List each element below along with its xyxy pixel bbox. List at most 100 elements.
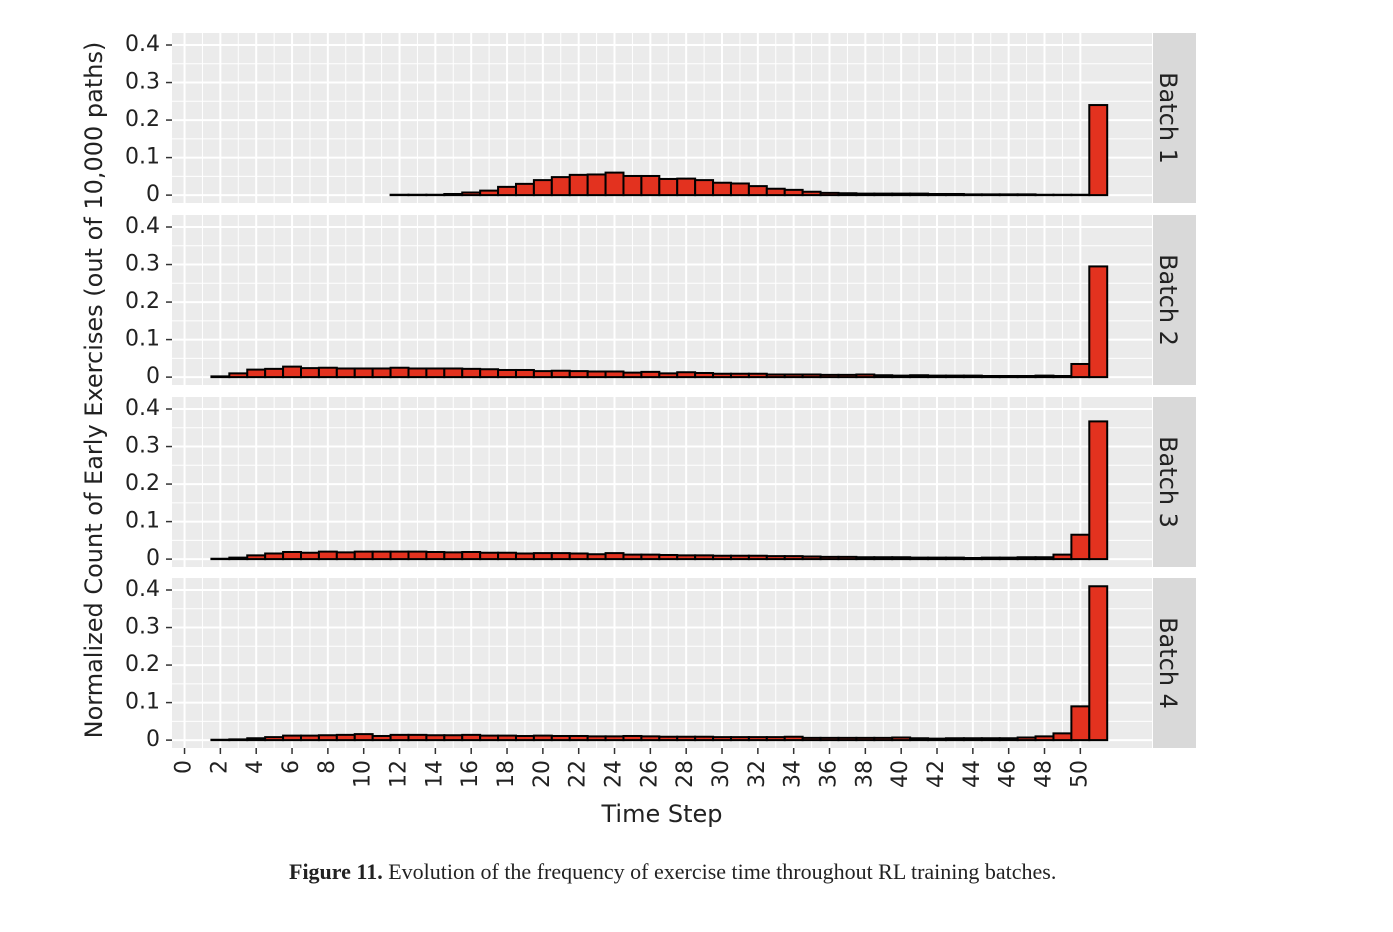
- y-tick-label: 0.1: [125, 145, 160, 170]
- facet-label: Batch 2: [1154, 254, 1182, 346]
- caption: Figure 11. Evolution of the frequency of…: [289, 859, 1056, 884]
- bar: [910, 558, 928, 560]
- y-tick-label: 0.3: [125, 70, 160, 95]
- bar: [838, 193, 856, 195]
- y-tick-label: 0.3: [125, 434, 160, 459]
- panel-background: [172, 33, 1152, 203]
- bar: [283, 552, 301, 559]
- bar: [355, 552, 373, 560]
- bar: [641, 555, 659, 560]
- x-tick-label: 32: [745, 760, 770, 788]
- bar: [856, 194, 874, 196]
- panel-background: [172, 215, 1152, 385]
- bar: [964, 738, 982, 740]
- bar: [444, 194, 462, 195]
- bar: [964, 194, 982, 195]
- bar: [265, 369, 283, 377]
- y-tick-label: 0.4: [125, 577, 160, 602]
- bar: [623, 373, 641, 378]
- bar: [498, 187, 516, 195]
- x-tick-label: 24: [602, 760, 627, 788]
- bar: [821, 375, 839, 377]
- x-tick-label: 28: [673, 760, 698, 788]
- bar: [462, 735, 480, 740]
- bar: [821, 193, 839, 195]
- x-axis-label: Time Step: [600, 800, 722, 828]
- x-tick-label: 0: [172, 760, 197, 774]
- y-tick-label: 0.4: [125, 214, 160, 239]
- bar: [731, 737, 749, 740]
- y-axis-label: Normalized Count of Early Exercises (out…: [80, 42, 108, 739]
- bar: [1000, 558, 1018, 560]
- bar: [946, 558, 964, 560]
- bar: [695, 737, 713, 740]
- bar: [982, 738, 1000, 740]
- bar: [516, 370, 534, 377]
- bar: [1036, 736, 1054, 740]
- bar: [552, 736, 570, 740]
- facet-label: Batch 3: [1154, 436, 1182, 528]
- caption-label: Figure 11.: [289, 859, 383, 884]
- bar: [534, 736, 552, 741]
- bar: [552, 371, 570, 377]
- x-tick-label: 4: [243, 760, 268, 774]
- bar: [695, 373, 713, 377]
- bar: [337, 368, 355, 377]
- y-tick-label: 0.3: [125, 252, 160, 277]
- y-tick-label: 0.4: [125, 396, 160, 421]
- bar: [964, 376, 982, 378]
- bar: [982, 194, 1000, 195]
- bar: [785, 737, 803, 740]
- bar: [391, 735, 409, 740]
- bar: [928, 194, 946, 195]
- bar: [408, 368, 426, 377]
- bar: [874, 738, 892, 740]
- bar: [480, 736, 498, 741]
- bar: [731, 556, 749, 559]
- bar: [659, 555, 677, 559]
- bar: [623, 555, 641, 560]
- bar: [659, 179, 677, 195]
- bar: [695, 555, 713, 559]
- bar: [982, 376, 1000, 377]
- bar: [516, 184, 534, 195]
- bar: [462, 552, 480, 559]
- bar: [1071, 706, 1089, 740]
- bar: [892, 376, 910, 378]
- bar: [821, 557, 839, 559]
- bar: [606, 371, 624, 377]
- bar: [838, 738, 856, 740]
- y-tick-label: 0.2: [125, 471, 160, 496]
- x-tick-label: 14: [422, 760, 447, 788]
- x-tick-label: 26: [637, 760, 662, 788]
- bar: [910, 375, 928, 377]
- bar: [946, 376, 964, 378]
- bar: [803, 556, 821, 559]
- bar: [856, 738, 874, 740]
- bar: [337, 552, 355, 559]
- y-tick-label: 0.1: [125, 327, 160, 352]
- x-tick-label: 2: [207, 760, 232, 774]
- bar: [337, 735, 355, 740]
- bar: [1089, 105, 1107, 195]
- y-tick-label: 0.2: [125, 107, 160, 132]
- bar: [319, 552, 337, 560]
- bar: [892, 737, 910, 740]
- x-tick-label: 20: [530, 760, 555, 788]
- bar: [910, 194, 928, 196]
- bar: [426, 552, 444, 559]
- bar: [1053, 733, 1071, 740]
- bar: [1089, 421, 1107, 559]
- bar: [588, 174, 606, 195]
- bar: [695, 180, 713, 195]
- bar: [301, 368, 319, 377]
- bar: [1089, 586, 1107, 740]
- x-tick-label: 10: [351, 760, 376, 788]
- x-tick-label: 50: [1067, 760, 1092, 788]
- y-tick-label: 0: [146, 727, 160, 752]
- bar: [1018, 194, 1036, 195]
- bar: [480, 191, 498, 196]
- bar: [767, 189, 785, 195]
